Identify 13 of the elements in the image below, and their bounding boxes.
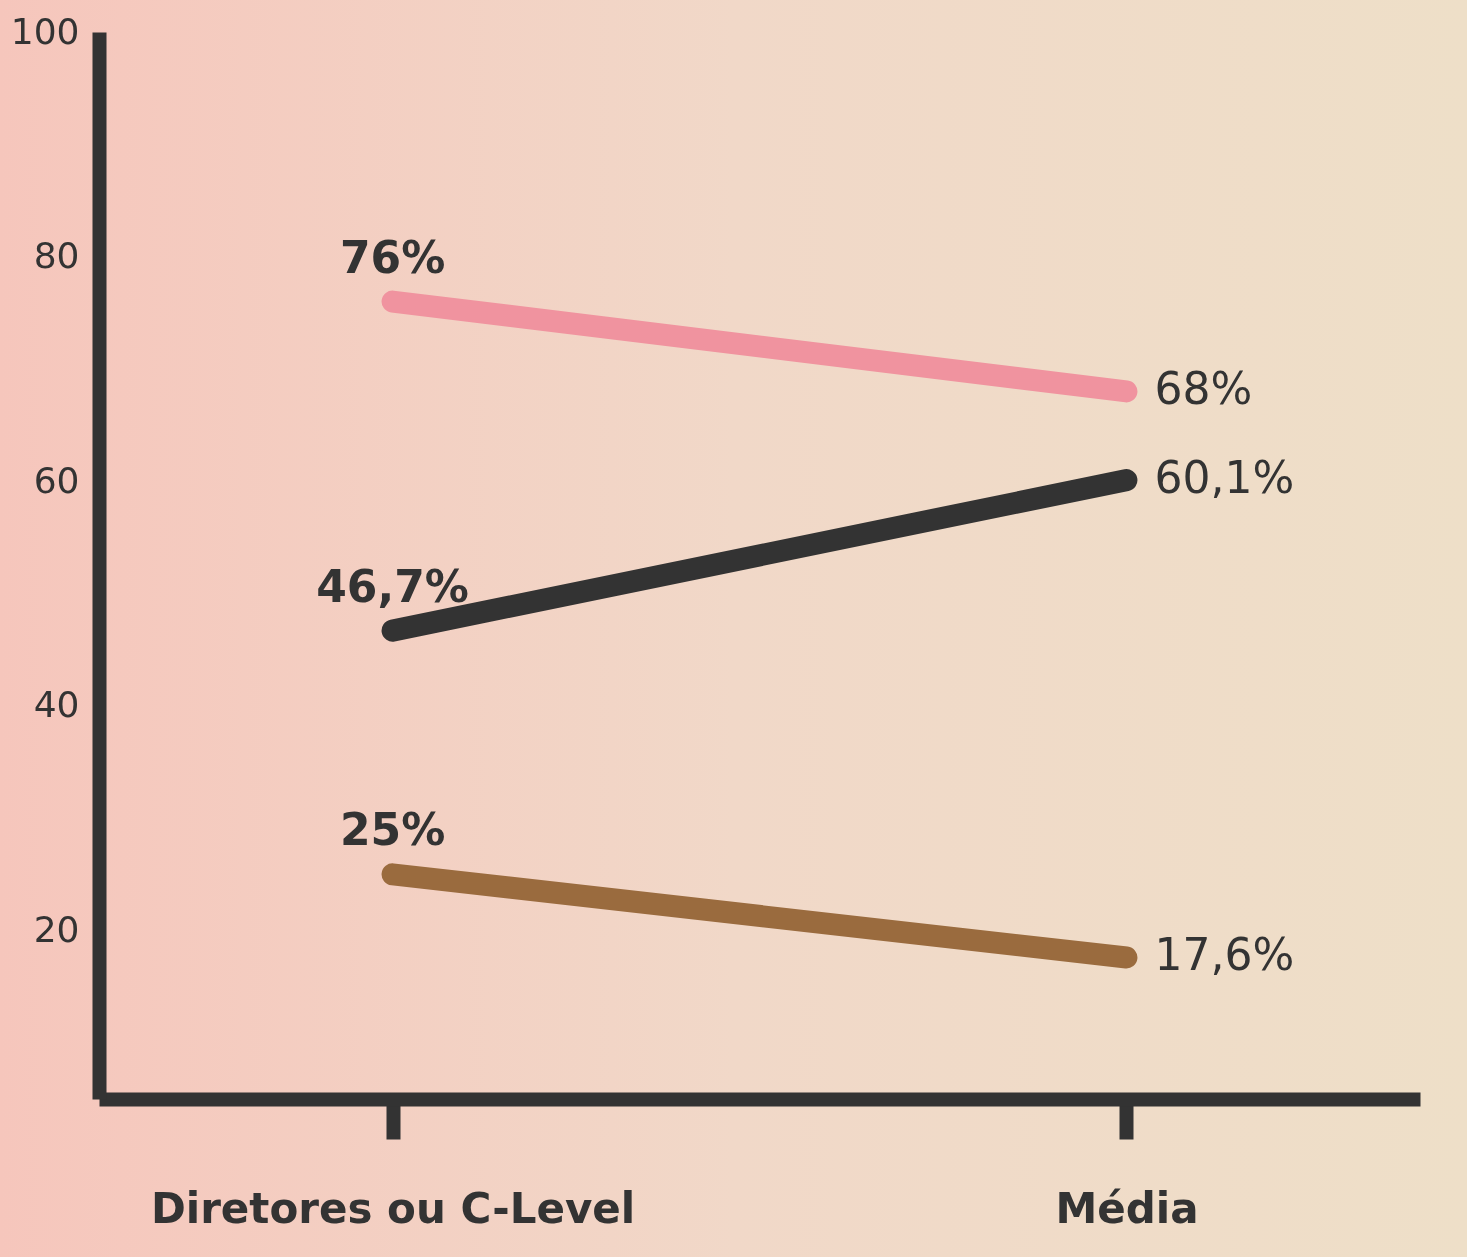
data-label: 76% <box>339 231 446 283</box>
y-tick-label: 40 <box>33 684 80 726</box>
data-label: 25% <box>339 804 446 856</box>
y-tick-label: 80 <box>33 235 80 277</box>
data-label: 46,7% <box>316 560 469 612</box>
y-tick-label: 20 <box>33 909 80 951</box>
y-tick-label: 60 <box>33 459 80 501</box>
data-label: 60,1% <box>1154 452 1295 504</box>
x-tick-label: Média <box>1055 1183 1199 1233</box>
x-tick-label: Diretores ou C-Level <box>150 1183 636 1233</box>
data-label: 68% <box>1154 363 1253 415</box>
y-tick-label: 100 <box>10 10 80 52</box>
data-label: 17,6% <box>1154 929 1295 981</box>
